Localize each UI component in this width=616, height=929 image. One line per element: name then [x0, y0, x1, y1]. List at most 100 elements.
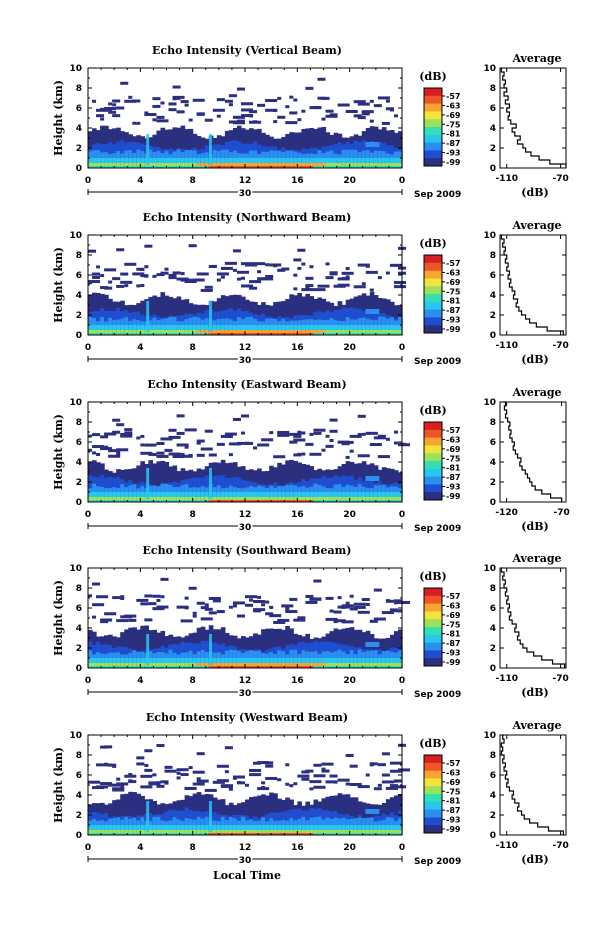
colorbar-swatch	[424, 794, 442, 803]
echo-cell	[228, 497, 234, 500]
average-title: Average	[511, 552, 561, 565]
echo-cell	[309, 500, 315, 502]
echo-cell	[152, 816, 158, 825]
echo-cell	[224, 477, 230, 494]
average-profile-line	[500, 234, 564, 335]
echo-cell	[389, 825, 395, 830]
echo-cell	[285, 658, 290, 663]
echo-cell	[345, 497, 351, 500]
echo-cell	[369, 99, 374, 103]
average-profile-line	[500, 567, 566, 668]
echo-cell	[120, 434, 133, 438]
echo-cell	[285, 330, 290, 333]
echo-cell	[309, 127, 315, 168]
echo-cell	[88, 780, 101, 784]
echo-cell	[184, 445, 189, 449]
echo-cell	[200, 617, 213, 621]
echo-cell	[321, 117, 326, 121]
echo-cell	[132, 121, 137, 125]
echo-cell	[160, 460, 166, 502]
colorbar-frame	[423, 587, 443, 667]
echo-cell	[236, 277, 241, 281]
echo-cell	[293, 325, 298, 330]
echo-cell	[365, 264, 370, 268]
echo-cell	[349, 434, 362, 438]
echo-cell	[349, 497, 355, 500]
echo-cell	[96, 812, 101, 827]
echo-cell	[365, 142, 380, 147]
echo-cell	[361, 598, 370, 602]
echo-cell	[341, 442, 350, 446]
echo-cell	[136, 121, 141, 125]
echo-cell	[317, 284, 330, 288]
echo-cell	[385, 666, 391, 668]
echo-cell	[228, 442, 241, 446]
date-label: Sep 2009	[414, 190, 461, 200]
echo-cell	[249, 166, 254, 168]
echo-cell	[261, 663, 266, 666]
echo-cell	[281, 663, 286, 666]
echo-cell	[361, 333, 367, 335]
echo-cell	[168, 830, 174, 833]
echo-cell	[176, 443, 189, 447]
echo-cell	[192, 658, 198, 663]
echo-cell	[345, 158, 351, 163]
colorbar-tick-label: -93	[446, 149, 460, 158]
avg-x-tick-label: -110	[495, 174, 518, 184]
echo-cell	[164, 448, 173, 452]
echo-cell	[224, 820, 230, 825]
echo-cell	[333, 780, 338, 784]
echo-cell	[281, 267, 290, 271]
echo-cell	[88, 650, 93, 658]
colorbar-tick-label: -57	[446, 259, 460, 268]
echo-cell	[397, 500, 403, 502]
echo-cell	[200, 333, 206, 335]
echo-cell	[317, 497, 323, 500]
echo-cell	[124, 163, 129, 166]
echo-cell	[220, 830, 226, 833]
echo-cell	[132, 163, 137, 166]
echo-cell	[325, 319, 331, 325]
echo-cell	[397, 666, 403, 668]
echo-cell	[329, 318, 335, 325]
echo-cell	[389, 333, 395, 335]
echo-cell	[333, 143, 339, 160]
echo-cell	[269, 628, 274, 668]
echo-cell	[393, 601, 398, 605]
echo-cell	[333, 830, 339, 833]
echo-cell	[361, 497, 367, 500]
echo-cell	[144, 500, 149, 502]
echo-cell	[204, 640, 210, 660]
echo-cell	[180, 492, 186, 497]
echo-cell	[397, 600, 411, 604]
echo-cell	[232, 818, 238, 825]
echo-cell	[245, 492, 250, 497]
echo-cell	[208, 833, 214, 835]
echo-cell	[305, 651, 311, 658]
echo-cell	[289, 166, 294, 168]
echo-cell	[365, 809, 380, 814]
echo-cell	[325, 492, 331, 497]
echo-cell	[293, 273, 298, 277]
echo-cell	[196, 830, 202, 833]
echo-cell	[369, 663, 375, 666]
echo-cell	[196, 158, 202, 163]
echo-cell	[361, 110, 374, 114]
echo-cell	[148, 825, 154, 830]
echo-cell	[116, 141, 121, 160]
echo-cell	[92, 433, 101, 437]
echo-cell	[345, 455, 350, 459]
echo-cell	[393, 430, 398, 434]
echo-cell	[245, 487, 250, 492]
echo-cell	[249, 330, 254, 333]
echo-cell	[104, 432, 117, 436]
echo-cell	[108, 500, 113, 502]
echo-cell	[132, 152, 137, 158]
echo-cell	[245, 158, 250, 163]
echo-cell	[313, 763, 322, 767]
echo-cell	[124, 325, 129, 330]
echo-cell	[136, 833, 141, 835]
echo-cell	[257, 658, 262, 663]
echo-cell	[92, 658, 97, 663]
